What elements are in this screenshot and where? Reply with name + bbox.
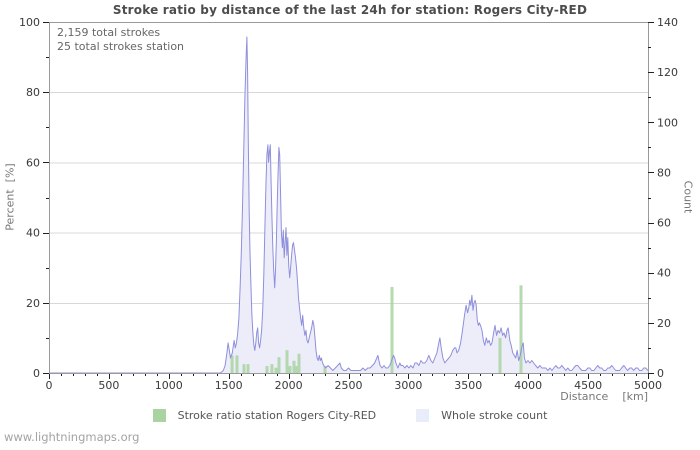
svg-text:20: 20 bbox=[26, 297, 40, 310]
svg-text:60: 60 bbox=[657, 217, 671, 230]
stroke-ratio-swatch-icon bbox=[152, 409, 166, 422]
svg-text:120: 120 bbox=[657, 66, 678, 79]
svg-text:0: 0 bbox=[33, 367, 40, 380]
svg-text:2000: 2000 bbox=[275, 379, 303, 392]
svg-text:1500: 1500 bbox=[215, 379, 243, 392]
svg-text:140: 140 bbox=[657, 16, 678, 29]
svg-text:5000: 5000 bbox=[634, 379, 662, 392]
gridlines bbox=[49, 92, 648, 304]
svg-text:0: 0 bbox=[657, 367, 664, 380]
svg-text:80: 80 bbox=[657, 166, 671, 179]
x-axis-unit: [km] bbox=[622, 390, 648, 403]
stroke-count-swatch-icon bbox=[416, 409, 430, 422]
total-strokes-annotation: 2,159 total strokes bbox=[57, 26, 161, 39]
svg-text:80: 80 bbox=[26, 86, 40, 99]
svg-text:40: 40 bbox=[26, 227, 40, 240]
axis-ticks bbox=[43, 22, 654, 379]
svg-text:500: 500 bbox=[98, 379, 119, 392]
stroke-ratio-bars bbox=[230, 285, 523, 374]
stroke-ratio-legend-label: Stroke ratio station Rogers City-RED bbox=[177, 409, 377, 422]
svg-text:0: 0 bbox=[46, 379, 53, 392]
stroke-count-legend-label: Whole stroke count bbox=[441, 409, 548, 422]
x-axis-label-text: Distance bbox=[560, 390, 609, 403]
svg-text:100: 100 bbox=[19, 16, 40, 29]
chart-title: Stroke ratio by distance of the last 24h… bbox=[112, 3, 588, 17]
y-right-axis-label: Count bbox=[681, 180, 695, 214]
svg-text:2500: 2500 bbox=[335, 379, 363, 392]
svg-text:3500: 3500 bbox=[454, 379, 482, 392]
svg-text:40: 40 bbox=[657, 267, 671, 280]
svg-text:4000: 4000 bbox=[514, 379, 542, 392]
stroke-count-line bbox=[49, 36, 649, 374]
svg-text:1000: 1000 bbox=[155, 379, 183, 392]
plot-frame bbox=[49, 22, 649, 374]
svg-text:3000: 3000 bbox=[394, 379, 422, 392]
svg-text:20: 20 bbox=[657, 317, 671, 330]
station-strokes-annotation: 25 total strokes station bbox=[57, 40, 185, 53]
watermark: www.lightningmaps.org bbox=[4, 430, 140, 444]
legend: Stroke ratio station Rogers City-RED Who… bbox=[0, 409, 700, 422]
tick-labels: 0 500 1000 1500 2000 2500 3000 3500 4000 4500 5000… bbox=[19, 16, 678, 392]
svg-text:60: 60 bbox=[26, 156, 40, 169]
stroke-count-area bbox=[49, 37, 648, 373]
x-axis-label: Distance [km] bbox=[560, 390, 648, 403]
svg-text:100: 100 bbox=[657, 116, 678, 129]
y-left-axis-label: Percent [%] bbox=[3, 163, 17, 231]
legend-item-stroke-count: Whole stroke count bbox=[416, 409, 547, 422]
legend-item-stroke-ratio: Stroke ratio station Rogers City-RED bbox=[152, 409, 377, 422]
svg-text:4500: 4500 bbox=[574, 379, 602, 392]
